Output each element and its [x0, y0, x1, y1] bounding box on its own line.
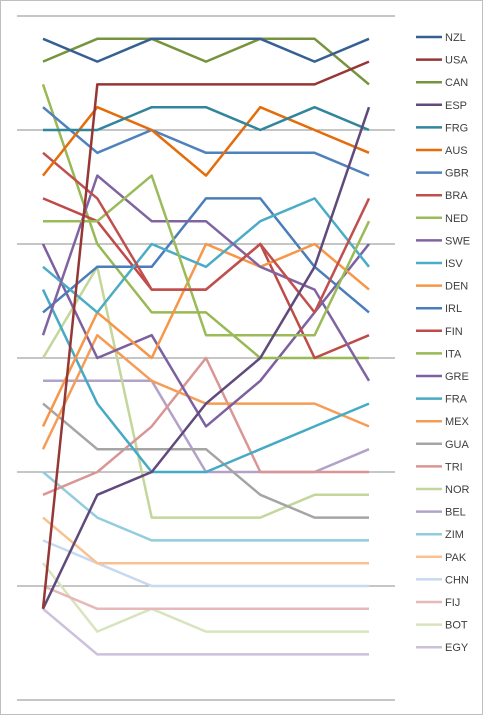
legend-label-ned: NED [445, 213, 468, 225]
series-line-tri [42, 356, 369, 496]
legend-entry-bra: BRA [416, 190, 468, 202]
series-line-fij [42, 584, 369, 611]
legend-label-gre: GRE [445, 371, 469, 383]
legend-label-gbr: GBR [445, 168, 469, 180]
legend-label-bra: BRA [445, 190, 468, 202]
legend-label-nzl: NZL [445, 32, 466, 44]
legend-entry-bel: BEL [416, 507, 466, 519]
legend-label-isv: ISV [445, 258, 463, 270]
legend-label-nor: NOR [445, 484, 470, 496]
legend-entry-mex: MEX [416, 416, 470, 428]
legend-entry-ned: NED [416, 213, 468, 225]
series-line-pak [42, 516, 369, 565]
series-line-usa [41, 60, 370, 609]
series-line-fra [41, 289, 370, 474]
legend-label-fin: FIN [445, 326, 463, 338]
legend-label-zim: ZIM [445, 529, 464, 541]
legend-entry-tri: TRI [416, 461, 463, 473]
series-line-bot [42, 562, 369, 633]
series-line-gua [42, 402, 369, 519]
series-lines [41, 37, 371, 656]
legend-label-swe: SWE [445, 235, 470, 247]
legend-entry-egy: EGY [416, 642, 469, 654]
legend-entry-irl: IRL [416, 303, 462, 315]
legend-entry-nzl: NZL [416, 32, 466, 44]
legend-entry-ita: ITA [416, 348, 462, 360]
legend-entry-can: CAN [416, 77, 468, 89]
legend-label-frg: FRG [445, 122, 468, 134]
legend-entry-gbr: GBR [416, 168, 469, 180]
series-line-aus [42, 105, 370, 177]
legend-entry-fin: FIN [416, 326, 463, 338]
legend-entry-gre: GRE [416, 371, 469, 383]
legend-label-pak: PAK [445, 552, 467, 564]
legend-label-usa: USA [445, 55, 468, 67]
series-line-isv [42, 197, 370, 314]
legend-entry-aus: AUS [416, 145, 468, 157]
series-line-ned [43, 174, 371, 337]
legend-label-den: DEN [445, 281, 468, 293]
series-line-nzl [42, 37, 370, 63]
series-line-irl [42, 197, 370, 314]
legend-label-can: CAN [445, 77, 468, 89]
legend-entry-fra: FRA [416, 394, 468, 406]
legend-entry-nor: NOR [416, 484, 470, 496]
legend-label-tri: TRI [445, 461, 463, 473]
series-line-can [42, 37, 370, 86]
legend-label-bot: BOT [445, 620, 468, 632]
series-line-egy [42, 607, 369, 656]
legend-entry-pak: PAK [416, 552, 467, 564]
legend-label-fij: FIJ [445, 597, 460, 609]
legend-entry-fij: FIJ [416, 597, 460, 609]
series-line-zim [42, 471, 369, 542]
legend-label-ita: ITA [445, 348, 462, 360]
legend-label-egy: EGY [445, 642, 469, 654]
series-line-gbr [42, 106, 370, 177]
legend-entry-bot: BOT [416, 620, 468, 632]
legend-label-irl: IRL [445, 303, 462, 315]
legend-entry-chn: CHN [416, 574, 469, 586]
series-line-frg [43, 105, 370, 132]
legend-entry-den: DEN [416, 281, 468, 293]
legend-label-bel: BEL [445, 507, 466, 519]
legend-entry-isv: ISV [416, 258, 463, 270]
legend-label-aus: AUS [445, 145, 468, 157]
legend-entry-usa: USA [416, 55, 468, 67]
series-line-bra [42, 151, 371, 314]
legend-label-mex: MEX [445, 416, 470, 428]
legend-label-esp: ESP [445, 100, 467, 112]
legend-entry-frg: FRG [416, 122, 468, 134]
legend-label-gua: GUA [445, 439, 470, 451]
legend-entry-swe: SWE [416, 235, 470, 247]
legend-entry-gua: GUA [416, 439, 470, 451]
series-line-swe [41, 174, 371, 382]
legend-label-fra: FRA [445, 394, 468, 406]
legend-label-chn: CHN [445, 574, 469, 586]
legend-entry-zim: ZIM [416, 529, 464, 541]
legend: NZL USA CAN ESP FRG AUS GBR BRA NED SWE ISV DEN IRL F… [416, 32, 470, 654]
legend-entry-esp: ESP [416, 100, 467, 112]
series-line-esp [41, 106, 371, 610]
